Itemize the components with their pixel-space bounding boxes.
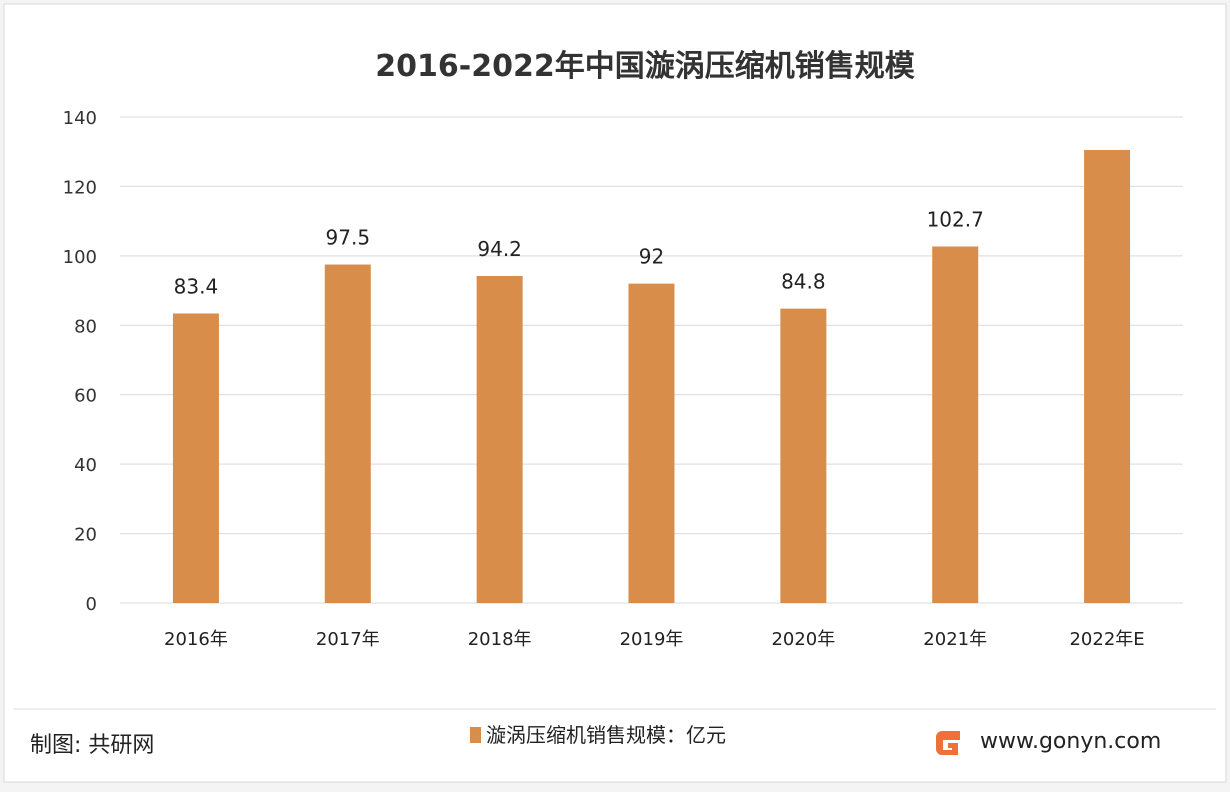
- x-tick-label: 2022年E: [1069, 629, 1144, 650]
- y-tick-label: 60: [74, 386, 97, 407]
- bar: [628, 283, 675, 603]
- source-label: 制图: 共研网: [30, 733, 154, 758]
- bar: [172, 313, 219, 603]
- website-label: www.gonyn.com: [980, 729, 1161, 754]
- x-tick-label: 2021年: [923, 629, 987, 650]
- bar: [1084, 149, 1131, 603]
- y-tick-label: 0: [86, 594, 97, 615]
- y-tick-label: 40: [74, 455, 97, 476]
- bar: [324, 264, 371, 603]
- legend-swatch: [470, 727, 481, 743]
- bar: [476, 275, 523, 603]
- y-tick-label: 100: [63, 247, 97, 268]
- data-label: 102.7: [927, 207, 984, 231]
- data-label: 83.4: [174, 274, 219, 298]
- y-tick-label: 140: [63, 108, 97, 129]
- x-tick-label: 2019年: [620, 629, 684, 650]
- data-label: 84.8: [781, 270, 826, 294]
- y-tick-label: 80: [74, 316, 97, 337]
- x-tick-label: 2018年: [468, 629, 532, 650]
- chart-title: 2016-2022年中国漩涡压缩机销售规模: [375, 49, 914, 84]
- data-label: 92: [639, 245, 664, 269]
- x-tick-label: 2020年: [771, 629, 835, 650]
- data-label: 97.5: [326, 226, 371, 250]
- x-tick-label: 2017年: [316, 629, 380, 650]
- bar: [780, 308, 827, 603]
- y-tick-label: 120: [63, 177, 97, 198]
- y-tick-label: 20: [74, 525, 97, 546]
- gonyn-logo-icon: [936, 731, 960, 755]
- data-label: 94.2: [477, 237, 522, 261]
- bar: [932, 246, 979, 603]
- x-tick-label: 2016年: [164, 629, 228, 650]
- legend-label: 漩涡压缩机销售规模：亿元: [486, 723, 726, 747]
